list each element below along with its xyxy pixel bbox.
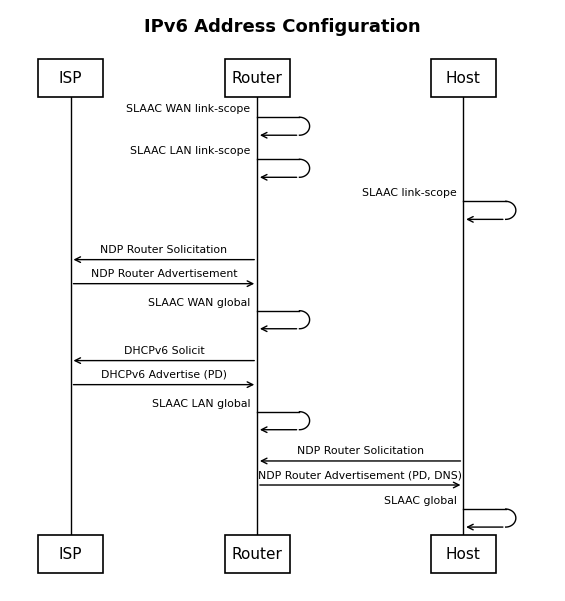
Text: IPv6 Address Configuration: IPv6 Address Configuration (144, 18, 421, 36)
FancyBboxPatch shape (38, 535, 103, 573)
FancyBboxPatch shape (431, 59, 496, 97)
Text: Host: Host (446, 547, 481, 561)
Text: Router: Router (232, 547, 282, 561)
Text: NDP Router Advertisement: NDP Router Advertisement (90, 269, 237, 279)
Text: SLAAC LAN link-scope: SLAAC LAN link-scope (130, 146, 250, 156)
Text: SLAAC LAN global: SLAAC LAN global (152, 398, 250, 409)
Text: DHCPv6 Advertise (PD): DHCPv6 Advertise (PD) (101, 370, 227, 380)
Text: Host: Host (446, 71, 481, 85)
Text: SLAAC link-scope: SLAAC link-scope (362, 188, 457, 198)
Text: Router: Router (232, 71, 282, 85)
Text: SLAAC global: SLAAC global (384, 496, 457, 506)
Text: NDP Router Solicitation: NDP Router Solicitation (101, 245, 227, 255)
FancyBboxPatch shape (225, 59, 290, 97)
FancyBboxPatch shape (38, 59, 103, 97)
Text: NDP Router Solicitation: NDP Router Solicitation (297, 446, 424, 456)
Text: NDP Router Advertisement (PD, DNS): NDP Router Advertisement (PD, DNS) (258, 470, 462, 480)
Text: DHCPv6 Solicit: DHCPv6 Solicit (124, 346, 204, 356)
FancyBboxPatch shape (431, 535, 496, 573)
Text: ISP: ISP (59, 547, 82, 561)
Text: SLAAC WAN link-scope: SLAAC WAN link-scope (126, 104, 250, 114)
Text: SLAAC WAN global: SLAAC WAN global (148, 297, 250, 308)
Text: ISP: ISP (59, 71, 82, 85)
FancyBboxPatch shape (225, 535, 290, 573)
